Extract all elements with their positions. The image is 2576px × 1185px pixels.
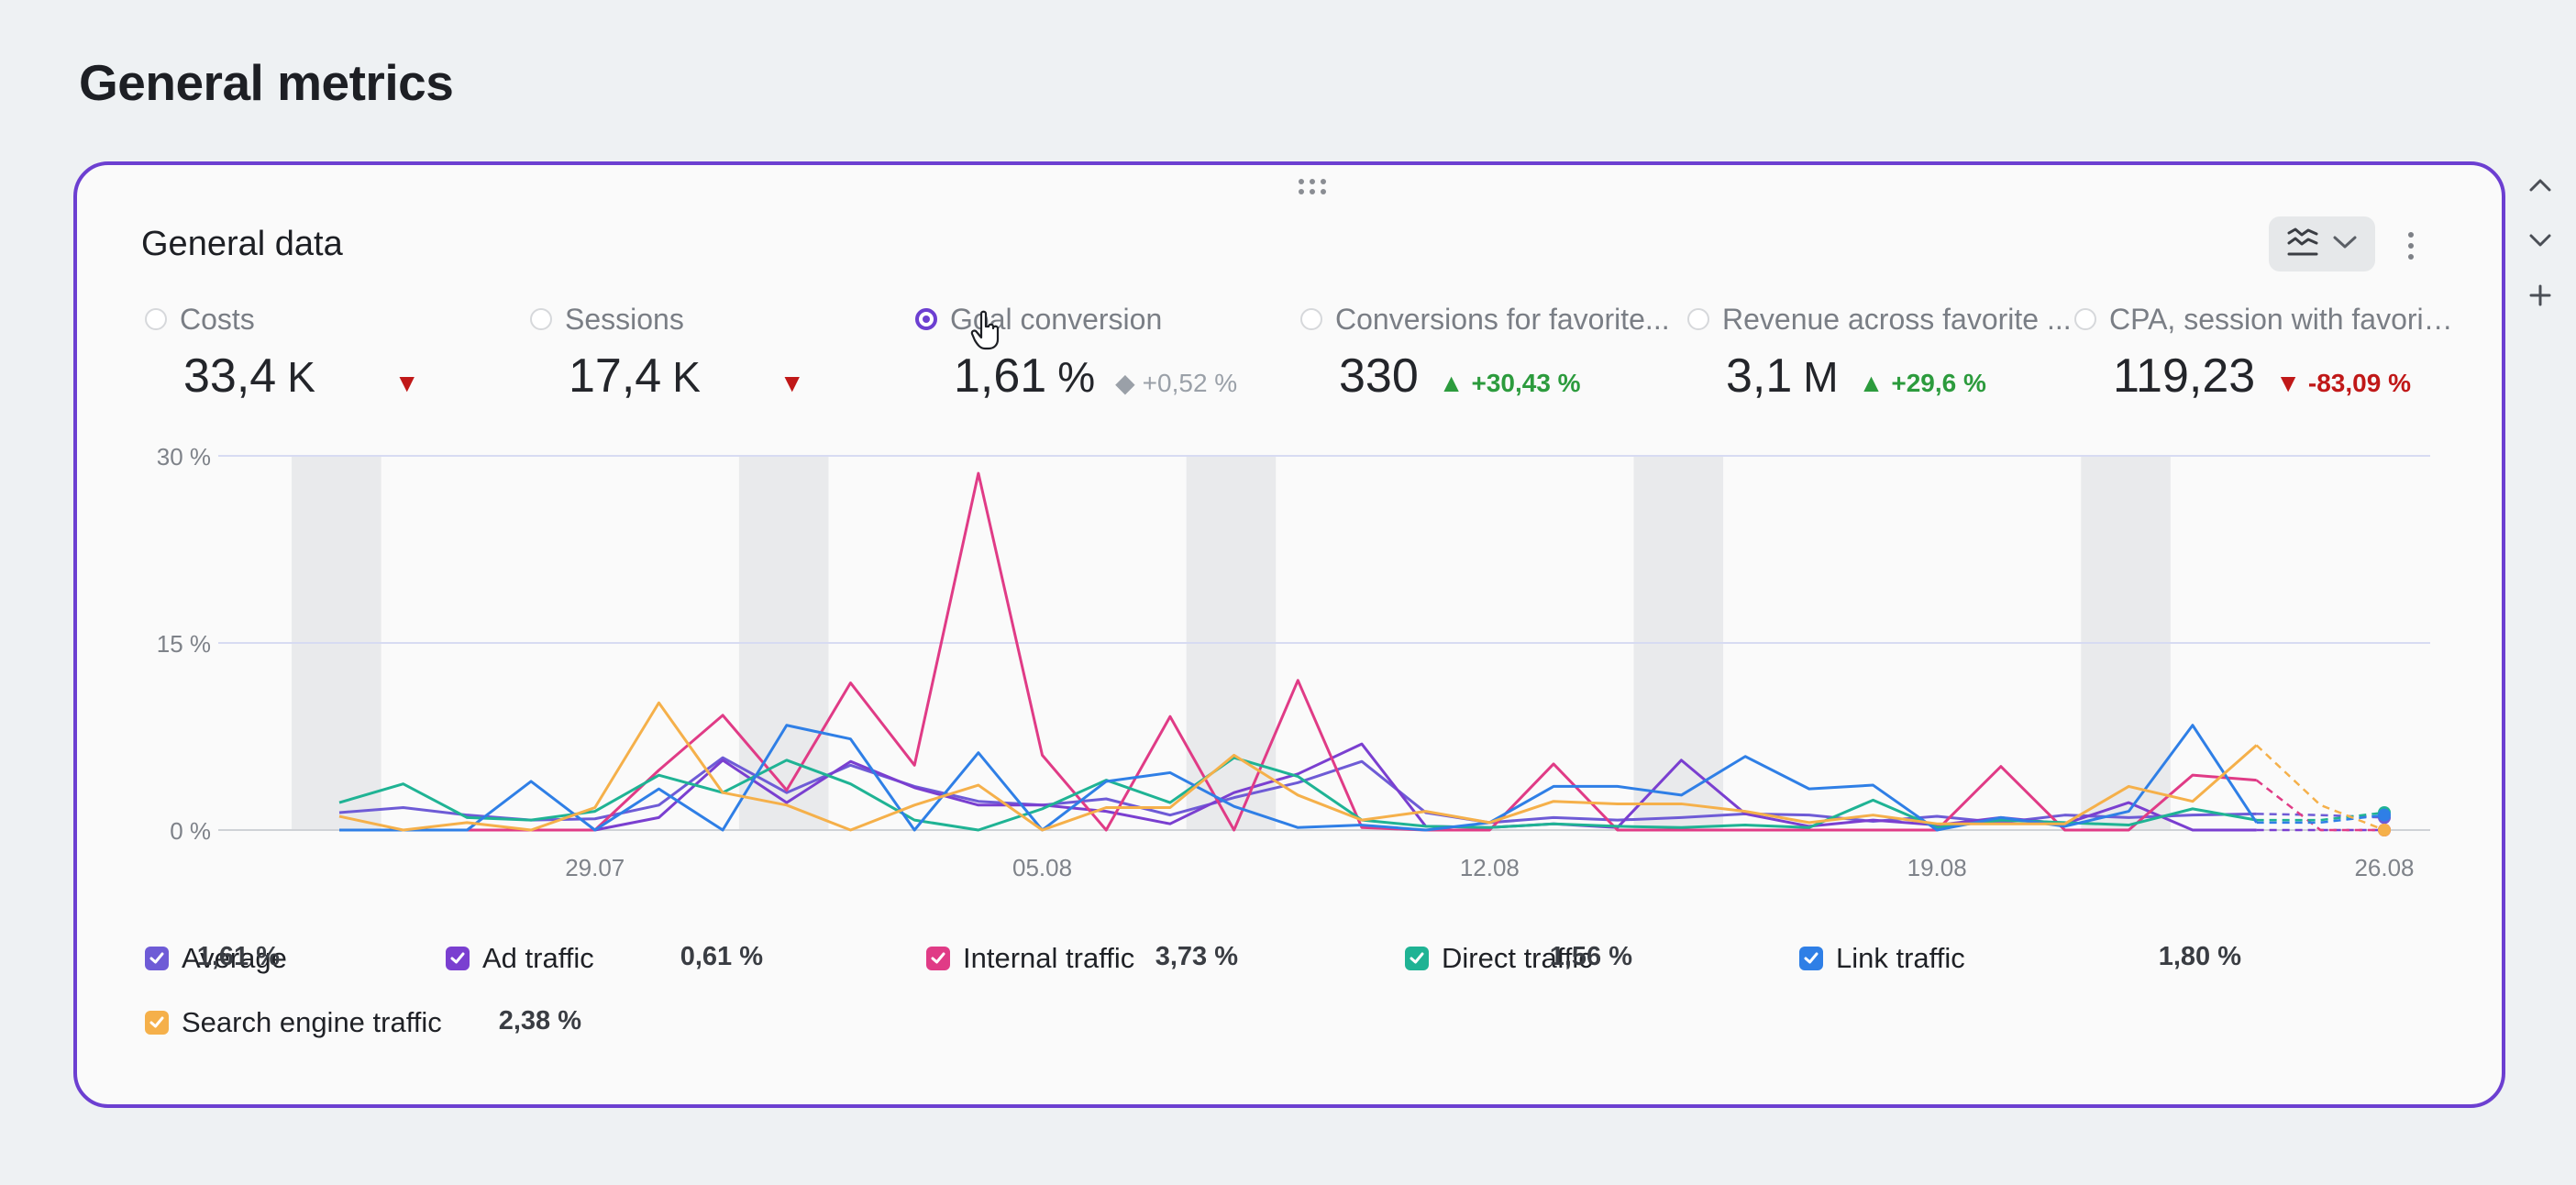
checkbox-checked-icon[interactable] [1405,947,1429,970]
metric-radio[interactable] [2074,308,2096,330]
series-line-4 [339,724,2258,832]
series-forecast-2 [2255,779,2384,832]
checkbox-checked-icon[interactable] [446,947,470,970]
drag-handle-icon[interactable] [1289,172,1335,200]
chart-type-button[interactable] [2269,216,2375,271]
metric-unit: M [1803,353,1839,401]
metric-delta-text: -83,09 % [2307,369,2411,397]
legend-item[interactable]: Ad traffic [446,940,594,977]
line-chart-svg: 0 % 15 % 30 % 29.07 05.08 12.08 19.08 26.08 [157,443,2430,881]
legend-value: 2,38 % [498,1006,581,1035]
metric-label: CPA, session with favorite... [2109,302,2460,336]
x-tick-label: 19.08 [1907,854,1967,881]
series-line-5 [338,701,2258,832]
series-forecast-5 [2255,744,2385,832]
metric-value: 3,1 [1726,349,1793,403]
chevron-down-icon [2332,234,2358,255]
legend-item[interactable]: Internal traffic [926,940,1134,977]
legend-item[interactable]: Search engine traffic [145,1004,442,1041]
legend-label: Average [182,942,287,974]
metric-radio[interactable] [915,308,937,330]
metric-2[interactable]: Goal conversion 1,61% ◆ +0,52 % [915,301,1300,404]
series-forecast-4 [2256,814,2385,825]
metric-value: 330 [1339,349,1419,403]
checkbox-checked-icon[interactable] [145,947,169,970]
legend-value: 0,61 % [680,942,763,971]
metric-1[interactable]: Sessions 17,4 K ▼ [530,301,915,404]
chevron-up-icon[interactable] [2520,165,2560,205]
legend-label: Ad traffic [482,942,594,974]
triangle-up-icon: ▲ [1858,369,1885,397]
metric-radio[interactable] [530,308,552,330]
legend-item[interactable]: Direct traffic [1405,940,1593,977]
triangle-down-icon: ▼ [779,369,805,397]
metric-delta-text: +29,6 % [1891,369,1986,397]
metric-delta-text: +30,43 % [1471,369,1581,397]
metric-unit: K [672,353,701,401]
legend-value: 1,61 % [196,942,280,971]
legend-value: 3,73 % [1155,942,1238,971]
x-tick-label: 05.08 [1012,854,1072,881]
metric-3[interactable]: Conversions for favorite... 330 ▲ +30,43 % [1300,301,1686,404]
series-forecast-3 [2256,811,2385,822]
metric-label: Revenue across favorite ... [1722,302,2072,336]
metric-unit: K [287,353,315,401]
metric-delta: ◆ +0,52 % [1115,368,1237,398]
legend-item[interactable]: Average [145,940,287,977]
metric-delta: ▲ +29,6 % [1859,369,1986,398]
metric-delta-text: +0,52 % [1142,369,1238,397]
line-chart: 0 % 15 % 30 % 29.07 05.08 12.08 19.08 26.08 [119,431,2449,894]
triangle-down-icon: ▼ [393,369,420,397]
metric-delta: ▲ +30,43 % [1439,369,1581,398]
triangle-down-icon: ▼ [2275,369,2301,397]
x-tick-label: 26.08 [2354,854,2414,881]
legend-label: Internal traffic [963,942,1135,974]
diamond-icon: ◆ [1115,369,1135,397]
chevron-down-icon[interactable] [2520,220,2560,260]
metric-unit: % [1057,353,1096,401]
metric-0[interactable]: Costs 33,4 K ▼ [145,301,530,404]
y-tick-label: 0 % [170,817,211,845]
metric-value: 119,23 [2113,349,2256,403]
metric-label: Sessions [565,302,684,336]
metric-label: Conversions for favorite... [1335,302,1670,336]
metric-label: Costs [180,302,255,336]
checkbox-checked-icon[interactable] [145,1011,169,1035]
series-line-0 [338,756,2257,825]
hand-cursor-icon [970,310,1001,355]
triangle-up-icon: ▲ [1438,369,1465,397]
metric-delta: ▼ -83,09 % [2275,369,2411,398]
x-tick-label: 12.08 [1460,854,1520,881]
legend-label: Direct traffic [1442,942,1593,974]
kebab-menu-icon[interactable] [2397,226,2425,266]
legend-label: Search engine traffic [182,1006,442,1038]
line-chart-icon [2286,227,2319,262]
y-tick-label: 30 % [157,443,211,471]
y-tick-label: 15 % [157,630,211,658]
metric-delta: ▼ [394,369,427,398]
checkbox-checked-icon[interactable] [1799,947,1823,970]
series-line-3 [338,756,2257,832]
series-endpoint-4 [2378,808,2391,822]
metric-radio[interactable] [145,308,167,330]
card-title: General data [141,225,343,263]
legend-value: 1,80 % [2158,942,2241,971]
metric-value: 1,61 [954,349,1047,403]
metric-radio[interactable] [1687,308,1709,330]
plus-icon[interactable] [2520,275,2560,316]
metric-value: 33,4 [183,349,277,403]
metric-4[interactable]: Revenue across favorite ... 3,1 M ▲ +29,6 % [1687,301,2073,404]
metric-5[interactable]: CPA, session with favorite... 119,23 ▼ -83,… [2074,301,2460,404]
x-tick-label: 29.07 [565,854,625,881]
metric-radio[interactable] [1300,308,1322,330]
metric-value: 17,4 [569,349,662,403]
legend-value: 1,56 % [1549,942,1632,971]
checkbox-checked-icon[interactable] [926,947,950,970]
legend-item[interactable]: Link traffic [1799,940,1965,977]
legend-label: Link traffic [1836,942,1965,974]
page-title: General metrics [79,54,454,111]
metric-delta: ▼ [779,369,813,398]
series-endpoint-5 [2378,824,2391,836]
